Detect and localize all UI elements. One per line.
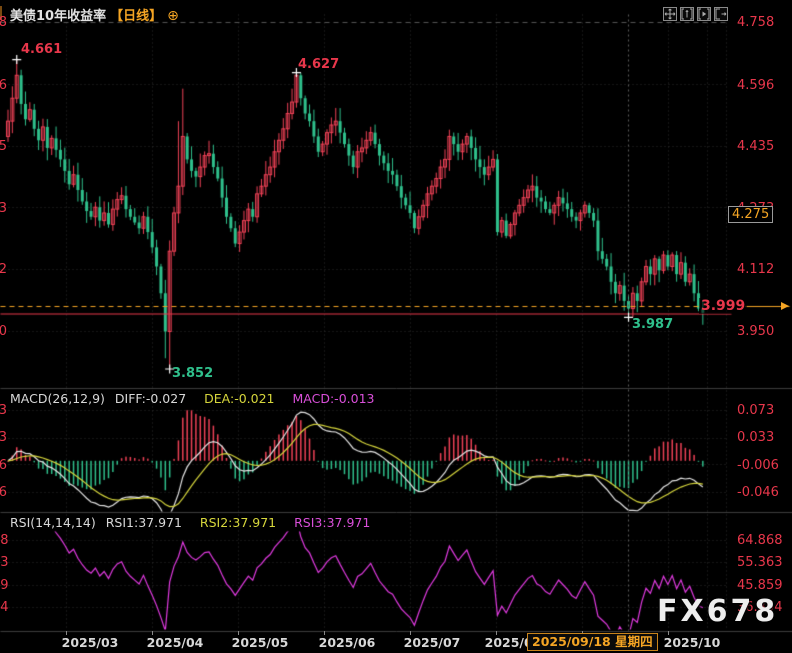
date-axis-label: 2025/05 xyxy=(231,635,289,650)
axis-tick xyxy=(238,631,239,635)
date-axis-label: 2025/10 xyxy=(663,635,721,650)
axis-zoom-vertical-button[interactable] xyxy=(680,7,694,21)
annotation-high: 4.661 xyxy=(21,42,63,57)
main-axis-label-left: 4.758 xyxy=(0,15,7,30)
macd-params-label: MACD(26,12,9) xyxy=(10,391,105,406)
macd-axis-label-left: 0.073 xyxy=(0,403,7,418)
pan-button[interactable] xyxy=(663,7,677,21)
macd-diff-value: DIFF:-0.027 xyxy=(114,391,187,406)
rsi-axis-label: 64.868 xyxy=(737,533,783,548)
pan-icon xyxy=(664,8,676,20)
macd-axis-label: -0.006 xyxy=(737,458,779,473)
macd-header: MACD(26,12,9) DIFF:-0.027 DEA:-0.021 MAC… xyxy=(10,391,374,406)
left-edge-notch xyxy=(0,6,2,20)
date-axis-label: 2025/03 xyxy=(61,635,119,650)
macd-axis-label-left: -0.006 xyxy=(0,458,7,473)
axis-shift-right-icon xyxy=(715,8,727,20)
main-axis-label: 3.950 xyxy=(737,324,775,339)
rsi-axis-label-left: 45.859 xyxy=(0,578,9,593)
date-axis-label: 2025/04 xyxy=(146,635,204,650)
current-price-arrow-icon xyxy=(781,302,789,310)
site-watermark: FX678 xyxy=(657,594,779,629)
title-bar: 美债10年收益率 【日线】 ⊕ xyxy=(10,5,179,24)
crosshair-add-icon[interactable]: ⊕ xyxy=(167,8,179,24)
rsi3-value: RSI3:37.971 xyxy=(294,515,371,530)
axis-tick xyxy=(66,631,67,635)
axis-tick xyxy=(152,631,153,635)
rsi2-value: RSI2:37.971 xyxy=(199,515,277,530)
rsi-axis-label-left: 64.868 xyxy=(0,533,9,548)
axis-tick xyxy=(324,631,325,635)
main-axis-label: 4.596 xyxy=(737,78,775,93)
axis-zoom-vertical-icon xyxy=(681,8,693,20)
rsi-axis-label-left: 36.354 xyxy=(0,600,9,615)
annotation-low: 3.987 xyxy=(632,317,674,332)
main-axis-label: 4.758 xyxy=(737,15,775,30)
main-axis-label: 4.112 xyxy=(737,262,775,277)
axis-tick xyxy=(496,631,497,635)
rsi-axis-label: 45.859 xyxy=(737,578,783,593)
rsi-axis-label-left: 55.363 xyxy=(0,555,9,570)
rsi1-value: RSI1:37.971 xyxy=(105,515,182,530)
annotation-high: 4.627 xyxy=(298,57,340,72)
axis-tick xyxy=(668,631,669,635)
main-axis-label-left: 4.112 xyxy=(0,262,7,277)
macd-axis-label: -0.046 xyxy=(737,485,779,500)
axis-play-button[interactable] xyxy=(697,7,711,21)
current-price-label: 3.999 xyxy=(699,298,748,314)
macd-macd-value: MACD:-0.013 xyxy=(292,391,375,406)
symbol-title: 美债10年收益率 xyxy=(10,9,107,24)
macd-axis-label-left: 0.033 xyxy=(0,430,7,445)
main-axis-label-left: 4.273 xyxy=(0,201,7,216)
main-axis-label: 4.435 xyxy=(737,139,775,154)
axis-shift-right-button[interactable] xyxy=(714,7,728,21)
rsi-axis-label: 36.354 xyxy=(737,600,783,615)
price-alert-box[interactable]: 4.275 xyxy=(728,206,774,223)
period-label[interactable]: 【日线】 xyxy=(110,9,163,24)
main-axis-label-left: 3.950 xyxy=(0,324,7,339)
macd-dea-value: DEA:-0.021 xyxy=(204,391,275,406)
date-axis-label: 2025/06 xyxy=(318,635,376,650)
rsi-header: RSI(14,14,14) RSI1:37.971 RSI2:37.971 RS… xyxy=(10,515,370,530)
annotation-low: 3.852 xyxy=(172,366,214,381)
selected-date-badge: 2025/09/18 星期四 xyxy=(527,633,658,651)
main-axis-label-left: 4.435 xyxy=(0,139,7,154)
rsi-params-label: RSI(14,14,14) xyxy=(10,515,96,530)
rsi-axis-label: 55.363 xyxy=(737,555,783,570)
main-axis-label-left: 4.596 xyxy=(0,78,7,93)
macd-axis-label: 0.073 xyxy=(737,403,775,418)
macd-axis-label-left: -0.046 xyxy=(0,485,7,500)
macd-axis-label: 0.033 xyxy=(737,430,775,445)
axis-tick xyxy=(410,631,411,635)
axis-play-icon xyxy=(698,8,710,20)
date-axis-label: 2025/07 xyxy=(403,635,461,650)
